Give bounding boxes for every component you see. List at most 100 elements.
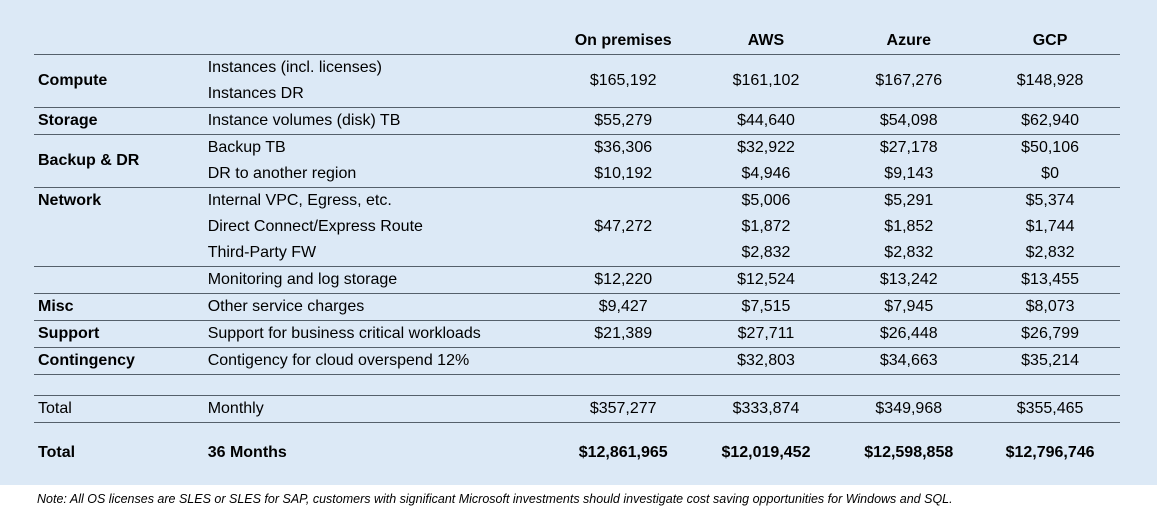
header-row: On premises AWS Azure GCP <box>34 28 1120 55</box>
value-cell: $7,515 <box>694 293 838 321</box>
table-row-misc: Misc Other service charges $9,427 $7,515… <box>34 293 1120 321</box>
table-row-storage: Storage Instance volumes (disk) TB $55,2… <box>34 107 1120 135</box>
category-support: Support <box>34 320 208 348</box>
value-cell: $167,276 <box>837 54 981 108</box>
item-instances: Instances (incl. licenses) <box>207 59 382 76</box>
table-row-dr-region: DR to another region $10,192 $4,946 $9,1… <box>34 161 1120 188</box>
value-cell: $12,524 <box>694 266 838 294</box>
item-support-critical: Support for business critical workloads <box>207 320 552 348</box>
item-36-months: 36 Months <box>207 444 287 461</box>
value-cell: $10,192 <box>594 165 653 182</box>
value-cell: $50,106 <box>980 134 1120 161</box>
value-cell: $1,744 <box>1025 218 1075 235</box>
value-cell: $26,799 <box>980 320 1120 348</box>
item-contingency: Contigency for cloud overspend 12% <box>207 347 552 375</box>
value-cell: $9,143 <box>884 165 934 182</box>
value-cell: $36,306 <box>551 134 695 161</box>
item-dr-another-region: DR to another region <box>207 165 357 182</box>
value-cell: $35,214 <box>980 347 1120 375</box>
item-internal-vpc: Internal VPC, Egress, etc. <box>207 187 552 214</box>
value-cell: $12,796,746 <box>1005 444 1095 461</box>
category-blank <box>34 214 208 240</box>
header-blank-category <box>34 28 208 55</box>
value-cell: $355,465 <box>980 395 1120 423</box>
table-row-total-monthly: Total Monthly $357,277 $333,874 $349,968… <box>34 395 1120 423</box>
item-third-party-fw: Third-Party FW <box>207 244 317 261</box>
category-backup-dr: Backup & DR <box>34 134 208 188</box>
value-cell: $1,852 <box>884 218 934 235</box>
value-cell: $2,832 <box>1025 244 1075 261</box>
value-cell: $32,803 <box>694 347 838 375</box>
item-instance-volumes: Instance volumes (disk) TB <box>207 107 552 135</box>
category-total: Total <box>34 395 208 423</box>
table-row-network-vpc: Network Internal VPC, Egress, etc. $47,2… <box>34 187 1120 267</box>
item-other-service-charges: Other service charges <box>207 293 552 321</box>
category-network: Network <box>34 187 208 214</box>
value-cell: $2,832 <box>741 244 791 261</box>
value-cell: $55,279 <box>551 107 695 135</box>
table-row-monitoring: Monitoring and log storage $12,220 $12,5… <box>34 266 1120 294</box>
value-cell: $27,178 <box>837 134 981 161</box>
value-cell: $12,220 <box>551 266 695 294</box>
table-row-compute: Compute Instances (incl. licenses) Insta… <box>34 54 1120 108</box>
item-monitoring: Monitoring and log storage <box>207 266 552 294</box>
value-cell: $13,242 <box>837 266 981 294</box>
value-cell: $5,374 <box>980 187 1120 214</box>
value-cell-network-onprem: $47,272 <box>551 187 695 267</box>
value-cell: $333,874 <box>694 395 838 423</box>
header-azure: Azure <box>886 32 931 49</box>
value-cell: $26,448 <box>837 320 981 348</box>
header-aws: AWS <box>747 32 785 49</box>
table-row-support: Support Support for business critical wo… <box>34 320 1120 348</box>
value-cell: $161,102 <box>694 54 838 108</box>
category-blank <box>34 266 208 294</box>
table-row-network-firewall: Third-Party FW $2,832 $2,832 $2,832 <box>34 240 1120 267</box>
value-cell: $9,427 <box>551 293 695 321</box>
header-blank-item <box>208 28 552 55</box>
value-cell: $32,922 <box>694 134 838 161</box>
spacer-cell <box>34 375 1120 396</box>
item-direct-connect: Direct Connect/Express Route <box>207 218 423 235</box>
table-spacer-row <box>34 375 1120 396</box>
table-row-contingency: Contingency Contigency for cloud overspe… <box>34 347 1120 375</box>
category-contingency: Contingency <box>34 347 208 375</box>
value-cell: $8,073 <box>980 293 1120 321</box>
value-cell: $13,455 <box>980 266 1120 294</box>
value-cell: $1,872 <box>741 218 791 235</box>
item-monthly: Monthly <box>207 395 552 423</box>
header-gcp: GCP <box>1032 32 1068 49</box>
table-row-total-36-months: Total 36 Months $12,861,965 $12,019,452 … <box>34 423 1120 484</box>
item-backup-tb: Backup TB <box>207 134 552 161</box>
category-total-bold: Total <box>38 444 76 461</box>
footnote: Note: All OS licenses are SLES or SLES f… <box>37 492 953 506</box>
item-instances-dr: Instances DR <box>207 85 304 102</box>
category-compute: Compute <box>34 54 208 108</box>
value-cell: $0 <box>1041 165 1059 182</box>
header-on-premises: On premises <box>574 32 672 49</box>
value-cell: $7,945 <box>837 293 981 321</box>
cost-comparison-panel: On premises AWS Azure GCP Compute Instan… <box>0 0 1157 485</box>
value-cell: $349,968 <box>837 395 981 423</box>
value-cell: $2,832 <box>884 244 934 261</box>
value-cell <box>551 347 695 375</box>
table-row-network-direct-connect: Direct Connect/Express Route $1,872 $1,8… <box>34 214 1120 240</box>
item-cell-compute: Instances (incl. licenses) Instances DR <box>207 54 552 108</box>
value-cell: $148,928 <box>980 54 1120 108</box>
value-cell: $357,277 <box>551 395 695 423</box>
category-blank <box>34 240 208 267</box>
value-cell: $12,598,858 <box>864 444 954 461</box>
value-cell: $5,006 <box>694 187 838 214</box>
value-cell: $44,640 <box>694 107 838 135</box>
value-cell: $12,019,452 <box>721 444 811 461</box>
value-cell: $27,711 <box>694 320 838 348</box>
value-cell: $12,861,965 <box>578 444 668 461</box>
value-cell: $62,940 <box>980 107 1120 135</box>
table-row-backup: Backup & DR Backup TB $36,306 $32,922 $2… <box>34 134 1120 188</box>
value-cell: $4,946 <box>741 165 791 182</box>
value-cell: $165,192 <box>551 54 695 108</box>
value-cell: $5,291 <box>837 187 981 214</box>
cost-comparison-table: On premises AWS Azure GCP Compute Instan… <box>34 28 1120 483</box>
category-storage: Storage <box>34 107 208 135</box>
value-cell: $34,663 <box>837 347 981 375</box>
value-cell: $54,098 <box>837 107 981 135</box>
